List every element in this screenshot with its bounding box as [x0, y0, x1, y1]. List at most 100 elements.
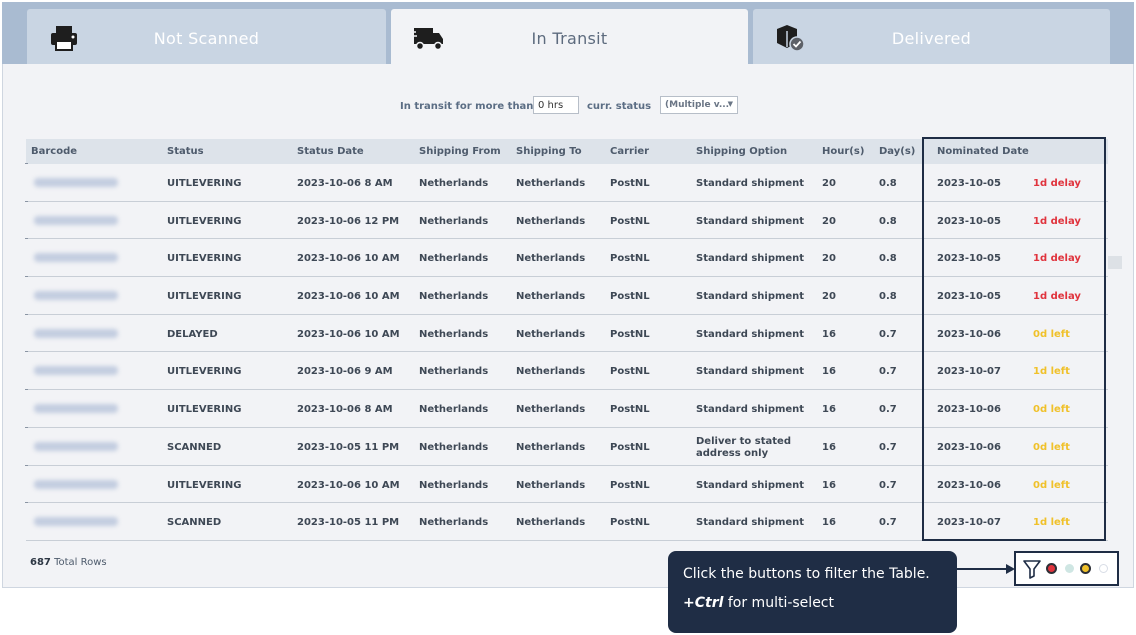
tooltip-line2-text: for multi-select [727, 595, 834, 611]
status-cell: SCANNED [167, 517, 222, 529]
table-row[interactable]: UITLEVERING 2023-10-06 8 AM Netherlands Net… [25, 389, 1108, 428]
transit-filter-label: In transit for more than [400, 101, 534, 112]
shipping-to-cell: Netherlands [516, 479, 586, 491]
truck-icon [411, 28, 443, 51]
col-header-hours[interactable]: Hour(s) [822, 146, 865, 157]
total-rows-label: Total Rows [54, 557, 107, 568]
barcode-cell-redacted [34, 479, 118, 489]
barcode-cell-redacted [34, 253, 118, 263]
shipping-to-cell: Netherlands [516, 178, 586, 189]
table-row[interactable]: UITLEVERING 2023-10-06 10 AM Netherlands Ne… [25, 464, 1108, 504]
col-header-carrier[interactable]: Carrier [610, 146, 650, 157]
days-cell: 0.7 [879, 404, 897, 416]
table-body: UITLEVERING 2023-10-06 8 AM Netherlands Net… [25, 163, 1108, 541]
shipping-option-cell: Standard shipment [696, 404, 805, 416]
shipments-table: Barcode Status Status Date Shipping From… [25, 139, 1108, 541]
table-row[interactable]: SCANNED 2023-10-05 11 PM Netherlands Nether… [25, 426, 1108, 466]
filter-icon[interactable] [1023, 559, 1041, 579]
yellow-filter-dot[interactable] [1080, 563, 1091, 574]
barcode-cell-redacted [34, 366, 118, 376]
carrier-cell: PostNL [610, 366, 650, 378]
delay-badge: 0d left [1033, 479, 1070, 491]
table-row[interactable]: DELAYED 2023-10-06 10 AM Netherlands Nether… [25, 313, 1108, 353]
col-header-status[interactable]: Status [167, 146, 204, 157]
status-cell: SCANNED [167, 441, 222, 453]
shipping-option-cell: Standard shipment [696, 479, 805, 491]
carrier-cell: PostNL [610, 253, 650, 265]
nominated-date-cell: 2023-10-06 [937, 479, 1001, 491]
shipping-from-cell: Netherlands [419, 328, 489, 340]
shipping-option-cell: Standard shipment [696, 215, 805, 227]
table-row[interactable]: UITLEVERING 2023-10-06 10 AM Netherlands Ne… [25, 276, 1108, 315]
nominated-date-cell: 2023-10-06 [937, 404, 1001, 416]
filter-row: In transit for more than curr. status (M… [0, 96, 1136, 116]
shipping-to-cell: Netherlands [516, 253, 586, 265]
printer-icon [51, 26, 77, 51]
empty-filter-dot[interactable] [1099, 564, 1108, 573]
table-row[interactable]: SCANNED 2023-10-05 11 PM Netherlands Nether… [25, 502, 1108, 541]
status-date-cell: 2023-10-05 11 PM [297, 517, 400, 529]
delay-badge: 1d left [1033, 366, 1070, 378]
days-cell: 0.7 [879, 328, 897, 340]
shipping-from-cell: Netherlands [419, 253, 489, 265]
shipping-to-cell: Netherlands [516, 366, 586, 378]
carrier-cell: PostNL [610, 328, 650, 340]
hours-cell: 16 [822, 441, 836, 453]
shipping-to-cell: Netherlands [516, 291, 586, 303]
days-cell: 0.7 [879, 517, 897, 529]
row-marker [25, 502, 28, 504]
col-header-days[interactable]: Day(s) [879, 146, 916, 157]
status-date-cell: 2023-10-06 8 AM [297, 178, 393, 189]
nominated-date-cell: 2023-10-05 [937, 253, 1001, 265]
shipping-from-cell: Netherlands [419, 517, 489, 529]
tab-in-transit[interactable]: In Transit [391, 9, 748, 64]
scrollbar-thumb[interactable] [1108, 256, 1122, 269]
row-marker [25, 163, 28, 164]
shipping-to-cell: Netherlands [516, 441, 586, 453]
teal-filter-dot[interactable] [1065, 564, 1074, 573]
table-row[interactable]: UITLEVERING 2023-10-06 9 AM Netherlands Net… [25, 351, 1108, 391]
carrier-cell: PostNL [610, 479, 650, 491]
barcode-cell-redacted [34, 517, 118, 527]
row-marker [25, 464, 28, 466]
shipping-from-cell: Netherlands [419, 215, 489, 227]
nominated-date-cell: 2023-10-05 [937, 291, 1001, 303]
delay-badge: 1d left [1033, 517, 1070, 529]
status-select[interactable]: (Multiple v... ▼ [660, 96, 738, 114]
shipping-from-cell: Netherlands [419, 291, 489, 303]
col-header-status-date[interactable]: Status Date [297, 146, 364, 157]
tab-delivered-label: Delivered [891, 29, 972, 48]
days-cell: 0.8 [879, 253, 897, 265]
col-header-shipping-to[interactable]: Shipping To [516, 146, 582, 157]
col-header-shipping-option[interactable]: Shipping Option [696, 146, 788, 157]
package-check-icon [777, 25, 805, 52]
tab-delivered[interactable]: Delivered [753, 9, 1110, 64]
hours-input[interactable] [533, 96, 579, 114]
table-row[interactable]: UITLEVERING 2023-10-06 10 AM Netherlands Ne… [25, 238, 1108, 278]
barcode-cell-redacted [34, 178, 118, 187]
filter-tooltip: Click the buttons to filter the Table. +… [668, 551, 957, 633]
shipping-option-cell: Standard shipment [696, 291, 805, 303]
col-header-nominated-date[interactable]: Nominated Date [937, 146, 1029, 157]
row-marker [25, 238, 28, 240]
col-header-barcode[interactable]: Barcode [31, 146, 78, 157]
shipping-to-cell: Netherlands [516, 215, 586, 227]
status-cell: UITLEVERING [167, 215, 242, 227]
shipping-from-cell: Netherlands [419, 441, 489, 453]
row-marker [25, 313, 28, 315]
shipping-option-cell: Standard shipment [696, 366, 805, 378]
table-row[interactable]: UITLEVERING 2023-10-06 12 PM Netherlands Ne… [25, 200, 1108, 240]
tab-not-scanned[interactable]: Not Scanned [27, 9, 386, 64]
col-header-shipping-from[interactable]: Shipping From [419, 146, 501, 157]
tooltip-shortcut: +Ctrl [683, 595, 724, 611]
status-cell: UITLEVERING [167, 479, 242, 491]
status-date-cell: 2023-10-06 9 AM [297, 366, 393, 378]
red-filter-dot[interactable] [1046, 563, 1057, 574]
total-rows-count: 687 [30, 557, 51, 568]
carrier-cell: PostNL [610, 404, 650, 416]
hours-cell: 20 [822, 253, 836, 265]
status-date-cell: 2023-10-06 10 AM [297, 479, 400, 491]
table-row[interactable]: UITLEVERING 2023-10-06 8 AM Netherlands Net… [25, 163, 1108, 202]
tooltip-arrow [957, 568, 1007, 570]
row-marker [25, 351, 28, 353]
